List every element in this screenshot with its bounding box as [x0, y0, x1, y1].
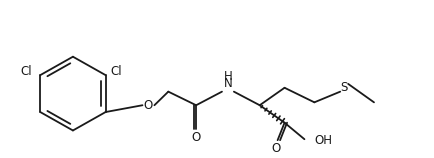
Text: H: H: [224, 70, 232, 83]
Text: Cl: Cl: [21, 65, 32, 78]
Text: O: O: [191, 131, 201, 144]
Text: O: O: [144, 99, 153, 112]
Text: N: N: [224, 77, 232, 90]
Text: S: S: [341, 81, 348, 94]
Text: Cl: Cl: [111, 65, 122, 78]
Text: OH: OH: [314, 134, 332, 147]
Text: O: O: [271, 142, 280, 155]
